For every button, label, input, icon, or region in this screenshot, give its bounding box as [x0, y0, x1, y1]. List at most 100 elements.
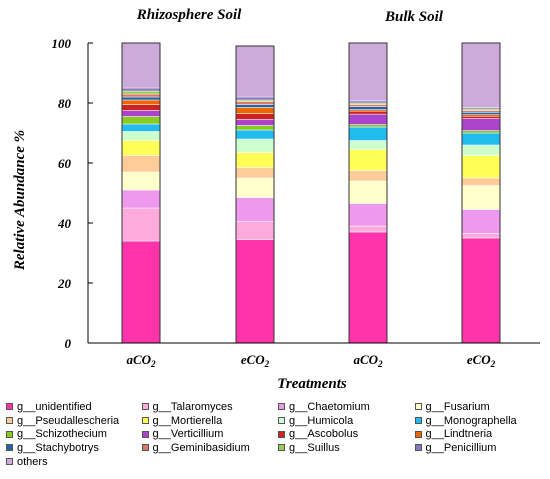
bar-segment [121, 131, 161, 141]
legend-item: others [6, 456, 148, 468]
legend-swatch [6, 444, 13, 452]
x-category-label: eCO2 [241, 352, 270, 369]
x-axis-title: Treatments [277, 376, 347, 392]
bar-segment [461, 144, 501, 156]
bar-segment [348, 149, 388, 171]
legend-label: g__Pseudallescheria [17, 414, 120, 427]
legend-item: g__unidentified [6, 401, 142, 413]
bar-segment [348, 104, 388, 107]
x-category-label: eCO2 [467, 352, 496, 369]
group-title-bulk: Bulk Soil [384, 9, 444, 25]
bar-segment [461, 112, 501, 115]
bar-segment [121, 96, 161, 101]
bar-segment [461, 209, 501, 234]
legend-swatch [141, 444, 149, 452]
legend-swatch [278, 403, 286, 411]
bar-segment [235, 101, 275, 105]
legend-swatch [278, 444, 286, 452]
y-ticks: 0 20 40 60 80 100 [52, 36, 93, 351]
legend-item: g__Talaromyces [141, 400, 278, 413]
legend-row: others [6, 455, 550, 469]
legend-label: g__Verticillium [152, 428, 224, 441]
x-category-labels: aCO2 eCO2 aCO2 eCO2 [126, 352, 495, 369]
bar-segment [121, 140, 161, 156]
bar-segment [121, 87, 161, 92]
legend-label: g__Talaromyces [152, 400, 233, 413]
bars-layer [121, 42, 501, 344]
bar-segment [348, 106, 388, 110]
legend-item: g__Verticillium [141, 428, 278, 441]
bar-segment [235, 129, 275, 140]
legend: g__unidentified g__Talaromyces g__Chaetomi… [6, 400, 550, 468]
legend-label: g__Chaetomium [289, 400, 370, 413]
legend-label: g__Mortierella [152, 414, 223, 427]
legend-item: g__Chaetomium [278, 401, 414, 413]
legend-swatch [6, 403, 13, 411]
legend-item: g__Mortierella [141, 414, 278, 427]
legend-item: g__Pseudallescheria [6, 415, 142, 427]
legend-label: g__Stachybotrys [17, 441, 99, 454]
legend-label: g__Geminibasidium [152, 441, 250, 454]
legend-swatch [278, 417, 286, 425]
legend-swatch [6, 417, 13, 425]
legend-swatch [141, 430, 149, 438]
bar-segment [235, 119, 275, 126]
legend-label: g__Lindtneria [425, 428, 493, 441]
bar-segment [348, 203, 388, 227]
bar-segment [461, 110, 501, 113]
y-tick-label: 40 [57, 216, 72, 231]
bar-segment [121, 189, 161, 209]
legend-label: others [17, 455, 48, 468]
bar-segment [348, 110, 388, 115]
y-tick-label: 20 [57, 276, 72, 291]
bar-segment [121, 171, 161, 191]
bar-segment [461, 185, 501, 210]
bar-segment [461, 132, 501, 146]
bar-segment [235, 167, 275, 179]
legend-item: g__Ascobolus [278, 428, 414, 440]
legend-label: g__Fusarium [425, 400, 490, 413]
legend-item: g__Geminibasidium [141, 441, 278, 454]
bar-segment [235, 177, 275, 198]
legend-swatch [278, 430, 286, 438]
bar-segment [348, 42, 388, 102]
bar-segment [121, 90, 161, 95]
bar-segment [461, 177, 501, 186]
bar-segment [348, 113, 388, 125]
bar-segment [235, 45, 275, 98]
bar-segment [461, 155, 501, 179]
bar-segment [348, 126, 388, 141]
bar-segment [235, 107, 275, 114]
bar-segment [235, 197, 275, 222]
bar-segment [235, 113, 275, 120]
bar-segment [121, 155, 161, 173]
y-tick-label: 80 [58, 96, 72, 111]
legend-item: g__Penicillium [414, 442, 550, 454]
y-axis-title: Relative Abundance % [12, 130, 28, 271]
legend-row: g__Pseudallescheria g__Mortierella g__Humi… [6, 414, 550, 428]
legend-item: g__Monographella [414, 415, 550, 427]
legend-swatch [414, 444, 422, 452]
bar-segment [461, 233, 501, 239]
legend-row: g__unidentified g__Talaromyces g__Chaetomi… [6, 400, 550, 414]
legend-swatch [414, 417, 422, 425]
bar-segment [348, 225, 388, 233]
bar-segment [121, 104, 161, 111]
bar-segment [121, 110, 161, 117]
bar-segment [461, 118, 501, 131]
legend-label: g__Humicola [289, 414, 354, 427]
bar-segment [235, 152, 275, 168]
bar-segment [348, 100, 388, 104]
legend-label: g__Schizothecium [17, 428, 107, 441]
bar-segment [235, 104, 275, 108]
legend-item: g__Humicola [278, 415, 414, 427]
legend-item: g__Suillus [278, 442, 414, 454]
y-tick-label: 0 [65, 336, 72, 351]
bar-segment [121, 207, 161, 242]
legend-label: g__Ascobolus [289, 428, 359, 441]
bar-segment [235, 125, 275, 131]
x-category-label: aCO2 [126, 352, 156, 369]
bar-segment [461, 237, 501, 344]
legend-swatch [6, 430, 13, 438]
legend-swatch [141, 417, 149, 425]
